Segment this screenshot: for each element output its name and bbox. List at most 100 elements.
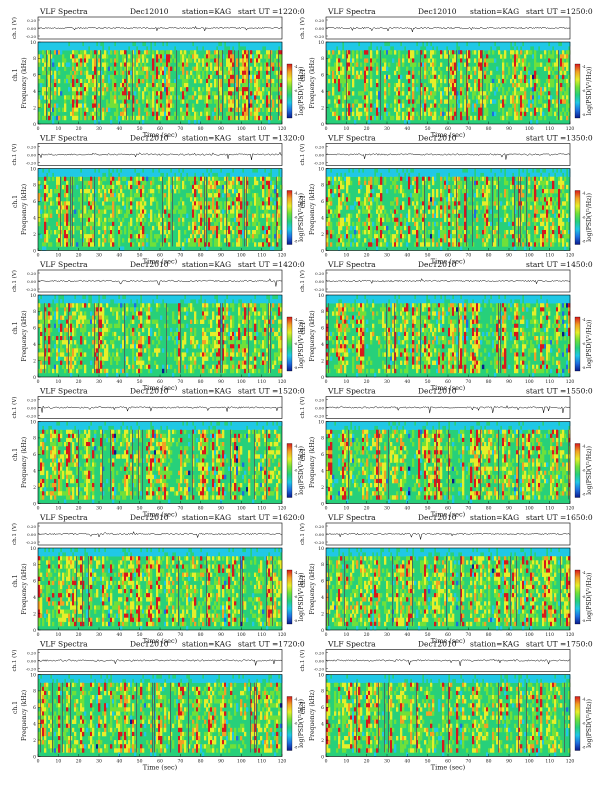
spectrogram-cell — [550, 54, 552, 58]
spectrogram-cell — [360, 169, 362, 173]
spectrogram-cell — [82, 50, 84, 54]
spectrogram-cell — [156, 54, 158, 58]
spectrogram-cell — [388, 75, 390, 79]
spectrogram-cell — [78, 46, 80, 50]
spectrogram-cell — [76, 108, 78, 112]
spectrogram-cell — [428, 185, 430, 189]
spectrogram-cell — [64, 218, 66, 222]
spectrogram-cell — [164, 205, 166, 209]
spectrogram-cell — [366, 87, 368, 91]
spectrogram-cell — [168, 185, 170, 189]
spectrogram-cell — [422, 197, 424, 201]
spectrogram-cell — [406, 67, 408, 71]
spectrogram-cell — [228, 79, 230, 83]
spectrogram-cell — [348, 75, 350, 79]
spectrogram-cell — [524, 67, 526, 71]
spectrogram-cell — [232, 42, 234, 46]
spectrogram-cell — [118, 238, 120, 242]
spectrogram-cell — [468, 46, 470, 50]
spectrogram-cell — [200, 58, 202, 62]
spectrogram-cell — [332, 50, 334, 54]
spectrogram-cell — [508, 201, 510, 205]
spectrogram-cell — [434, 63, 436, 67]
spectrogram-cell — [240, 197, 242, 201]
spectrogram-cell — [246, 116, 248, 120]
spectrogram-cell — [164, 230, 166, 234]
spectrogram-cell — [438, 67, 440, 71]
spectrogram-cell — [560, 63, 562, 67]
spectrogram-cell — [230, 91, 232, 95]
spectrogram-cell — [104, 83, 106, 87]
spectrogram-cell — [86, 242, 88, 246]
spectrogram-cell — [464, 173, 466, 177]
spectrogram-cell — [396, 218, 398, 222]
spectrogram-cell — [384, 99, 386, 103]
spectrogram-cell — [182, 79, 184, 83]
spectrogram-cell — [102, 95, 104, 99]
spectrogram-cell — [112, 201, 114, 205]
spectrogram-cell — [384, 95, 386, 99]
spectrogram-cell — [248, 222, 250, 226]
spectrogram-cell — [420, 205, 422, 209]
spectrogram-cell — [154, 197, 156, 201]
spectrogram-cell — [528, 99, 530, 103]
spectrogram-cell — [216, 201, 218, 205]
time-tick-label: 70 — [465, 126, 471, 132]
sferic-line — [278, 50, 279, 120]
spectrogram-cell — [230, 214, 232, 218]
spectrogram-cell — [464, 99, 466, 103]
spectrogram-cell — [512, 50, 514, 54]
spectrogram-cell — [232, 201, 234, 205]
spectrogram-cell — [402, 54, 404, 58]
spectrogram-cell — [412, 71, 414, 75]
sferic-line — [420, 50, 421, 120]
spectrogram-cell — [230, 71, 232, 75]
spectrogram-cell — [434, 58, 436, 62]
spectrogram-cell — [478, 116, 480, 120]
spectrogram-cell — [136, 63, 138, 67]
spectrogram-cell — [238, 197, 240, 201]
spectrogram-cell — [266, 205, 268, 209]
spectrogram-cell — [202, 197, 204, 201]
spectrogram-cell — [266, 63, 268, 67]
spectrogram-cell — [342, 116, 344, 120]
spectrogram-cell — [358, 46, 360, 50]
spectrogram-cell — [548, 83, 550, 87]
spectrogram-cell — [524, 95, 526, 99]
spectrogram-cell — [250, 42, 252, 46]
spectrogram-cell — [428, 230, 430, 234]
spectrogram-cell — [500, 42, 502, 46]
spectrogram-cell — [142, 234, 144, 238]
spectrogram-cell — [144, 108, 146, 112]
ch1-tick-label: 0.00 — [315, 153, 324, 158]
spectrogram-cell — [518, 75, 520, 79]
sferic-line — [244, 177, 245, 247]
spectrogram-cell — [494, 112, 496, 116]
spectrogram-cell — [244, 67, 246, 71]
spectrogram-cell — [144, 210, 146, 214]
spectrogram-cell — [468, 169, 470, 173]
spectrogram-cell — [44, 189, 46, 193]
spectrogram-cell — [524, 63, 526, 67]
spectrogram-cell — [56, 242, 58, 246]
spectrogram-cell — [364, 238, 366, 242]
spectrogram-cell — [330, 230, 332, 234]
spectrogram-cell — [426, 87, 428, 91]
spectrogram-cell — [192, 185, 194, 189]
spectrogram-cell — [90, 234, 92, 238]
spectrogram-cell — [266, 75, 268, 79]
spectrogram-cell — [190, 242, 192, 246]
spectrogram-cell — [398, 189, 400, 193]
spectrogram-cell — [502, 71, 504, 75]
spectrogram-cell — [146, 58, 148, 62]
panel-station: station=KAG — [182, 134, 231, 143]
spectrogram-cell — [86, 67, 88, 71]
spectrogram-cell — [462, 87, 464, 91]
spectrogram-cell — [338, 169, 340, 173]
spectrogram-cell — [426, 169, 428, 173]
spectrogram-cell — [338, 67, 340, 71]
spectrogram-cell — [384, 67, 386, 71]
spectrogram-cell — [380, 193, 382, 197]
time-tick-label: 40 — [404, 126, 410, 132]
